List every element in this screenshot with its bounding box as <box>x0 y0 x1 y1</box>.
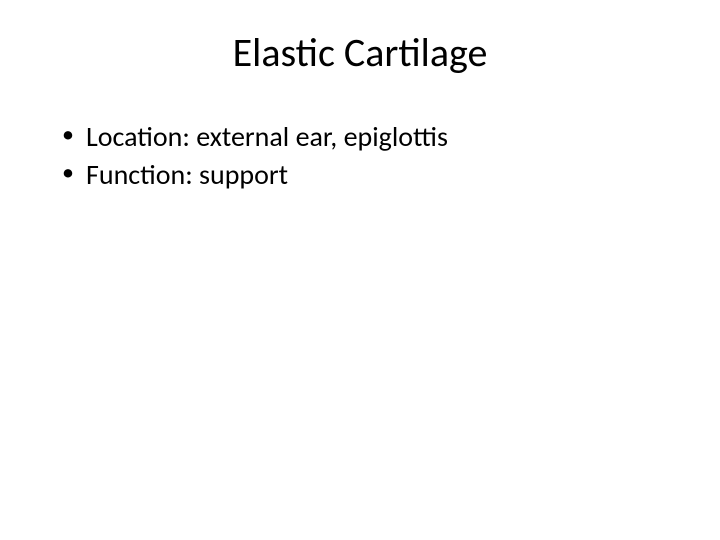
bullet-list: Location: external ear, epiglottis Funct… <box>40 119 680 194</box>
list-item: Location: external ear, epiglottis <box>62 119 680 155</box>
slide-container: Elastic Cartilage Location: external ear… <box>0 0 720 540</box>
slide-title: Elastic Cartilage <box>40 28 680 77</box>
list-item: Function: support <box>62 157 680 193</box>
